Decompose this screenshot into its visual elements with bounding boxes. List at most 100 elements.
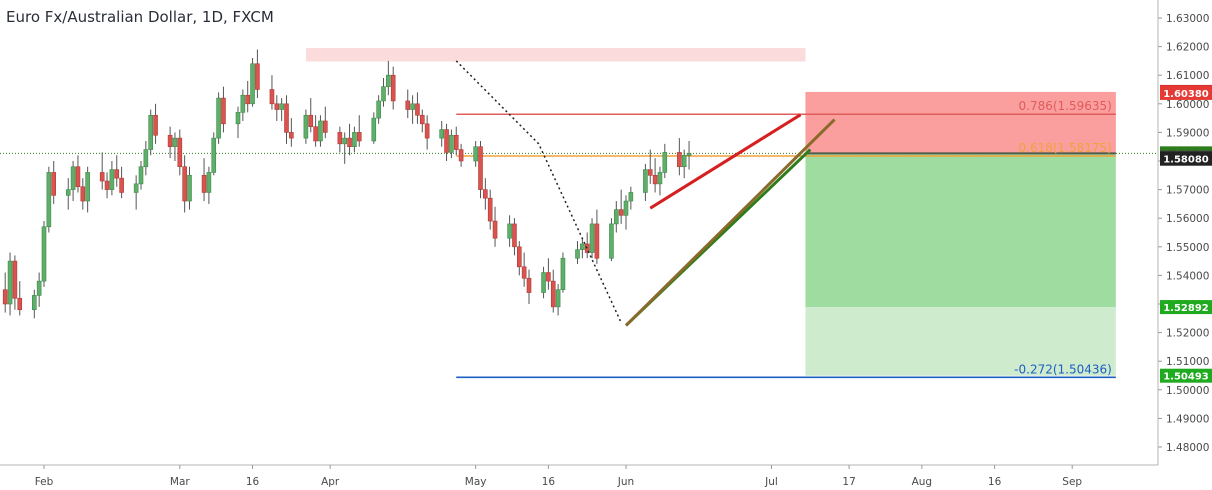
candle-body[interactable] bbox=[99, 172, 105, 182]
candle-body[interactable] bbox=[628, 192, 634, 202]
trend-line[interactable] bbox=[624, 118, 836, 327]
candle-body[interactable] bbox=[119, 177, 124, 193]
candle-body[interactable] bbox=[211, 137, 217, 173]
candle-body[interactable] bbox=[550, 280, 556, 308]
candle-body[interactable] bbox=[555, 289, 561, 308]
candle-body[interactable] bbox=[444, 129, 449, 153]
candle-body[interactable] bbox=[376, 100, 381, 119]
candle-body[interactable] bbox=[342, 137, 348, 145]
candle-body[interactable] bbox=[516, 246, 522, 268]
candle-body[interactable] bbox=[512, 223, 517, 248]
candle-body[interactable] bbox=[647, 169, 653, 176]
candle-body[interactable] bbox=[507, 223, 512, 239]
candle-body[interactable] bbox=[643, 169, 648, 193]
candle-body[interactable] bbox=[255, 63, 260, 90]
candle-body[interactable] bbox=[347, 137, 352, 147]
candle-body[interactable] bbox=[235, 112, 241, 125]
candle-body[interactable] bbox=[410, 103, 415, 110]
candle-body[interactable] bbox=[439, 129, 445, 139]
candle-body[interactable] bbox=[618, 209, 624, 216]
candle-body[interactable] bbox=[487, 197, 493, 222]
candle-body[interactable] bbox=[589, 223, 595, 253]
candle-body[interactable] bbox=[386, 74, 391, 87]
candle-body[interactable] bbox=[65, 189, 71, 196]
candle-body[interactable] bbox=[483, 189, 488, 199]
candle-body[interactable] bbox=[584, 243, 590, 253]
candle-body[interactable] bbox=[206, 172, 212, 193]
candle-body[interactable] bbox=[381, 86, 386, 102]
candle-body[interactable] bbox=[12, 260, 18, 299]
candle-body[interactable] bbox=[449, 134, 454, 153]
candle-body[interactable] bbox=[677, 152, 682, 168]
candle-body[interactable] bbox=[36, 280, 42, 296]
candle-body[interactable] bbox=[245, 94, 250, 105]
candle-body[interactable] bbox=[352, 132, 357, 147]
candle-body[interactable] bbox=[201, 175, 207, 193]
candle-body[interactable] bbox=[322, 120, 328, 133]
candle-body[interactable] bbox=[390, 74, 396, 102]
candle-body[interactable] bbox=[75, 166, 81, 188]
candle-body[interactable] bbox=[269, 89, 275, 105]
candle-body[interactable] bbox=[575, 249, 580, 259]
candle-body[interactable] bbox=[2, 289, 8, 305]
candle-body[interactable] bbox=[478, 146, 483, 190]
candle-body[interactable] bbox=[662, 152, 668, 173]
candle-body[interactable] bbox=[114, 169, 120, 179]
candle-body[interactable] bbox=[681, 154, 687, 168]
candle-body[interactable] bbox=[686, 153, 692, 156]
candle-body[interactable] bbox=[80, 186, 86, 202]
candle-body[interactable] bbox=[594, 223, 600, 259]
candle-body[interactable] bbox=[109, 169, 115, 190]
candle-body[interactable] bbox=[172, 137, 178, 147]
candle-body[interactable] bbox=[546, 272, 551, 282]
candle-body[interactable] bbox=[7, 260, 13, 305]
candle-body[interactable] bbox=[424, 123, 430, 139]
candle-body[interactable] bbox=[419, 114, 425, 125]
candle-body[interactable] bbox=[580, 243, 585, 250]
candle-body[interactable] bbox=[560, 257, 566, 290]
candle-body[interactable] bbox=[492, 220, 498, 239]
candle-body[interactable] bbox=[153, 114, 158, 136]
candle-body[interactable] bbox=[143, 149, 149, 168]
candle-body[interactable] bbox=[473, 146, 478, 162]
candle-body[interactable] bbox=[187, 175, 192, 202]
candle-body[interactable] bbox=[623, 200, 629, 216]
candle-body[interactable] bbox=[216, 97, 221, 139]
candle-body[interactable] bbox=[526, 277, 532, 293]
candle-body[interactable] bbox=[104, 180, 110, 190]
candle-body[interactable] bbox=[138, 166, 144, 185]
candle-body[interactable] bbox=[221, 97, 226, 125]
candle-body[interactable] bbox=[70, 166, 76, 190]
candle-body[interactable] bbox=[41, 226, 47, 282]
candle-body[interactable] bbox=[148, 114, 153, 150]
candle-body[interactable] bbox=[250, 63, 255, 105]
candle-body[interactable] bbox=[240, 94, 246, 113]
candle-body[interactable] bbox=[652, 175, 658, 185]
trend-line[interactable] bbox=[649, 113, 802, 210]
candle-body[interactable] bbox=[356, 132, 362, 142]
candle-body[interactable] bbox=[405, 100, 411, 110]
candle-body[interactable] bbox=[177, 137, 183, 168]
candle-body[interactable] bbox=[31, 295, 37, 311]
candle-body[interactable] bbox=[371, 117, 377, 142]
candle-body[interactable] bbox=[303, 114, 309, 139]
candle-body[interactable] bbox=[521, 266, 527, 279]
candle-body[interactable] bbox=[337, 132, 343, 145]
candle-body[interactable] bbox=[133, 183, 139, 193]
candle-body[interactable] bbox=[182, 166, 187, 202]
candle-body[interactable] bbox=[284, 103, 289, 133]
candle-body[interactable] bbox=[274, 103, 280, 110]
candle-body[interactable] bbox=[541, 272, 546, 293]
candle-body[interactable] bbox=[51, 172, 57, 196]
candle-body[interactable] bbox=[613, 209, 619, 225]
candle-body[interactable] bbox=[657, 172, 663, 185]
candle-body[interactable] bbox=[313, 126, 318, 142]
candle-body[interactable] bbox=[279, 103, 284, 110]
candle-body[interactable] bbox=[609, 223, 614, 259]
candle-body[interactable] bbox=[46, 172, 52, 228]
candle-body[interactable] bbox=[85, 172, 90, 202]
candle-body[interactable] bbox=[167, 134, 173, 147]
candle-body[interactable] bbox=[308, 114, 314, 127]
candle-body[interactable] bbox=[289, 132, 294, 139]
